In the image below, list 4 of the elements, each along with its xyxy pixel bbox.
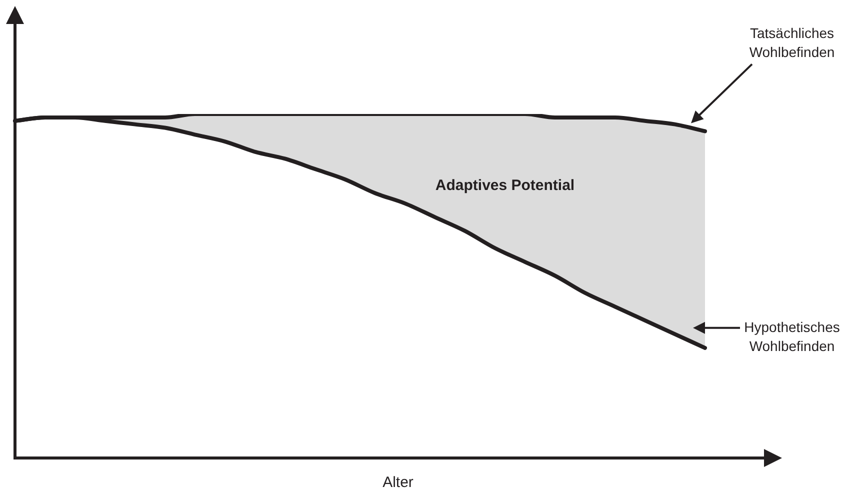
text: Tatsächliches Wohlbefinden: [749, 25, 835, 60]
x-axis-title: Alter: [382, 474, 414, 492]
legend-label: Hypothetisches Wohlbefinden: [744, 318, 840, 354]
annotation: Adaptives Potential: [435, 177, 575, 194]
